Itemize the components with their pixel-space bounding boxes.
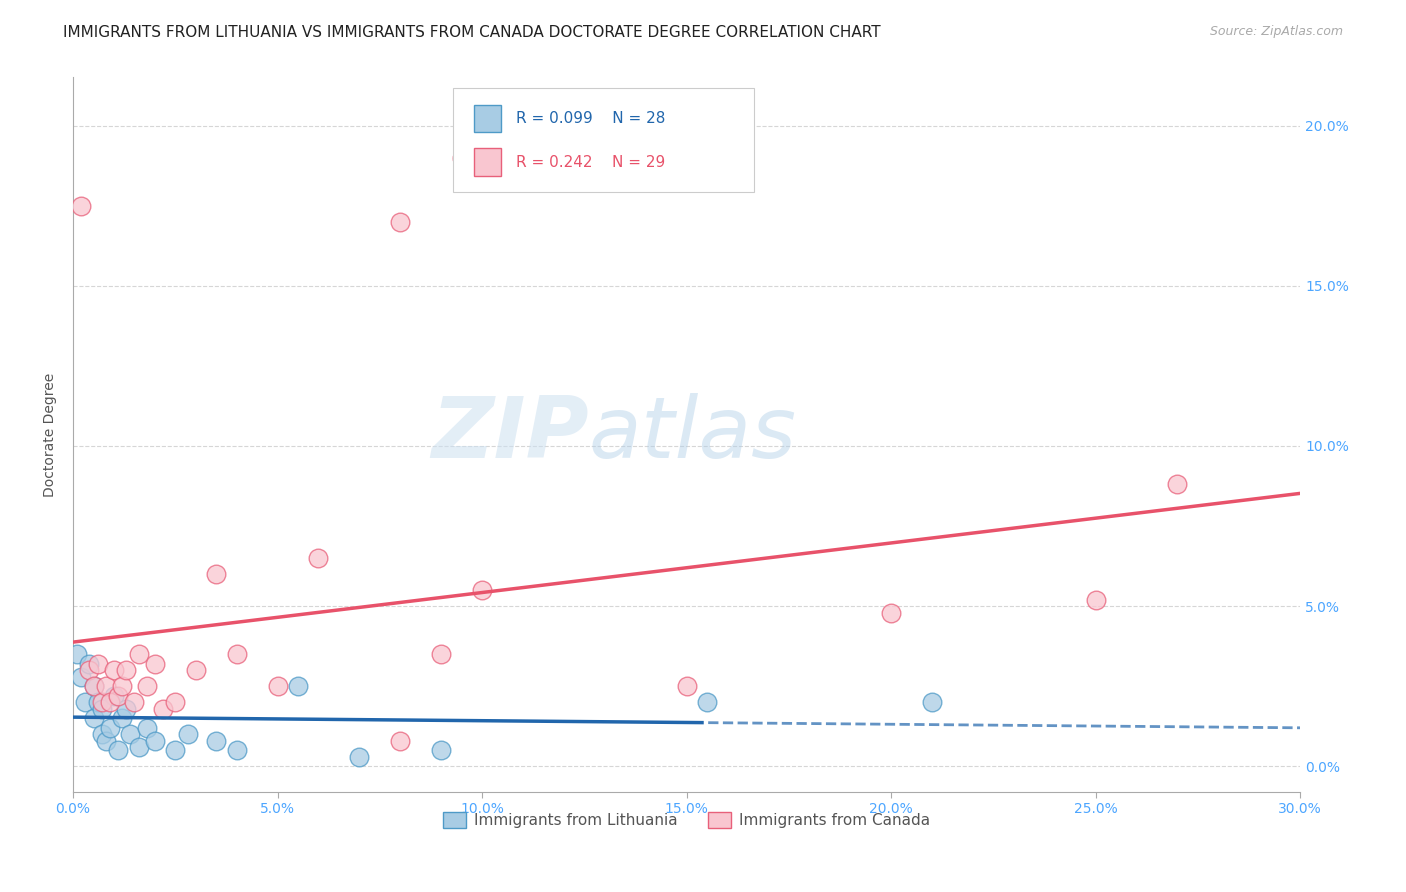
Point (135, 721, 157, 735)
Point (135, 679, 157, 693)
Point (107, 689, 129, 703)
Point (120, 727, 142, 741)
Point (287, 679, 309, 693)
Point (124, 695, 146, 709)
Point (103, 689, 125, 703)
Point (66, 647, 89, 661)
Y-axis label: Doctorate Degree: Doctorate Degree (44, 373, 58, 497)
Point (94, 679, 117, 693)
Point (389, 733, 412, 747)
Point (90, 701, 112, 715)
Point (111, 711, 134, 725)
Point (389, 214, 412, 228)
Point (696, 695, 718, 709)
Point (308, 551, 330, 566)
Point (152, 701, 174, 715)
Point (450, 151, 472, 165)
Text: R = 0.099    N = 28: R = 0.099 N = 28 (516, 112, 665, 126)
Point (880, 606, 903, 620)
Text: ZIP: ZIP (430, 393, 589, 476)
Point (115, 701, 138, 715)
Point (143, 657, 166, 671)
Point (205, 567, 228, 582)
Point (90, 695, 112, 709)
Point (349, 749, 371, 764)
Point (94, 733, 117, 747)
Point (111, 679, 134, 693)
Point (1084, 592, 1107, 607)
Point (103, 663, 125, 677)
Point (471, 583, 494, 598)
Bar (474, 148, 502, 176)
Text: IMMIGRANTS FROM LITHUANIA VS IMMIGRANTS FROM CANADA DOCTORATE DEGREE CORRELATION: IMMIGRANTS FROM LITHUANIA VS IMMIGRANTS … (63, 25, 882, 40)
Point (75, 695, 97, 709)
Point (225, 647, 247, 661)
Point (165, 743, 187, 757)
Point (83, 679, 105, 693)
Point (70, 670, 93, 684)
Point (86, 657, 108, 671)
Bar (474, 105, 502, 132)
Point (921, 695, 943, 709)
Text: R = 0.242    N = 29: R = 0.242 N = 29 (516, 154, 665, 169)
Point (115, 663, 138, 677)
Point (1166, 477, 1188, 491)
Point (143, 733, 166, 747)
Point (184, 663, 207, 677)
Point (70, 198, 93, 212)
Point (430, 647, 453, 661)
Point (98, 721, 121, 735)
Point (90, 727, 112, 741)
Point (128, 647, 150, 661)
Point (176, 727, 198, 741)
Point (79, 657, 101, 671)
Point (266, 679, 288, 693)
Point (83, 679, 105, 693)
Text: atlas: atlas (589, 393, 796, 476)
Point (86, 695, 108, 709)
Point (98, 695, 121, 709)
Point (128, 740, 150, 755)
Text: Source: ZipAtlas.com: Source: ZipAtlas.com (1209, 25, 1343, 38)
Point (165, 695, 187, 709)
Legend: Immigrants from Lithuania, Immigrants from Canada: Immigrants from Lithuania, Immigrants fr… (437, 806, 936, 834)
Point (107, 743, 129, 757)
FancyBboxPatch shape (454, 88, 754, 192)
Point (675, 679, 697, 693)
Point (225, 743, 247, 757)
Point (79, 663, 101, 677)
Point (83, 711, 105, 725)
Point (205, 733, 228, 747)
Point (430, 743, 453, 757)
